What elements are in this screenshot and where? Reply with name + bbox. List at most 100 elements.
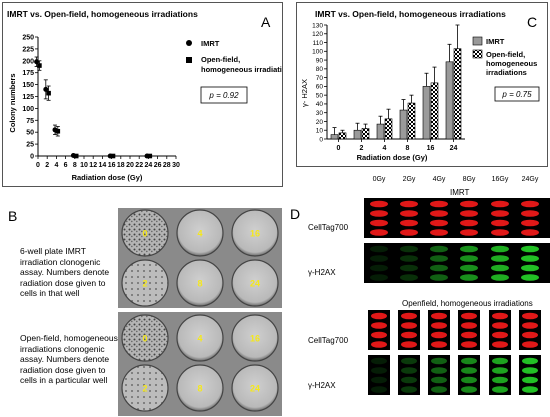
celltag-spot bbox=[371, 312, 387, 320]
celltag-spot bbox=[430, 210, 448, 217]
imrt-h2ax-strip bbox=[364, 243, 550, 283]
open-field-bar bbox=[384, 118, 393, 140]
celltag-spot bbox=[460, 210, 478, 217]
celltag-spot bbox=[522, 331, 538, 339]
dose-header: 16Gy bbox=[491, 176, 509, 183]
h2ax-spot bbox=[522, 367, 538, 374]
h2ax-spot bbox=[371, 357, 387, 365]
x-tick-label: 16 bbox=[427, 145, 435, 152]
row-label-h2ax-imrt: γ-H2AX bbox=[308, 268, 336, 277]
celltag-spot bbox=[400, 210, 418, 217]
h2ax-spot bbox=[461, 376, 477, 384]
well-dose-label: 2 bbox=[142, 279, 147, 289]
h2ax-spot bbox=[370, 255, 388, 262]
h2ax-spot bbox=[431, 376, 447, 384]
h2ax-spot bbox=[431, 357, 447, 365]
h2ax-spot bbox=[430, 255, 448, 262]
y-axis-label: Colony numbers bbox=[8, 73, 17, 132]
legend-imrt-marker bbox=[186, 40, 192, 46]
x-tick-label: 20 bbox=[126, 162, 134, 169]
imrt-bar bbox=[353, 129, 362, 140]
y-tick-label: 10 bbox=[316, 128, 324, 135]
row-label-h2ax-open: γ-H2AX bbox=[308, 381, 336, 390]
y-tick-label: 225 bbox=[22, 46, 34, 53]
celltag-spot bbox=[370, 229, 388, 236]
x-tick-label: 14 bbox=[99, 162, 107, 169]
h2ax-spot bbox=[401, 367, 417, 374]
open-field-bar bbox=[430, 82, 439, 140]
well bbox=[231, 259, 279, 307]
open-celltag-strip bbox=[398, 310, 420, 350]
h2ax-spot bbox=[401, 357, 417, 365]
x-tick-label: 16 bbox=[108, 162, 116, 169]
h2ax-spot bbox=[521, 255, 539, 262]
celltag-spot bbox=[370, 219, 388, 227]
x-tick-label: 24 bbox=[450, 145, 458, 152]
open-title: Openfield, homogeneous irradiations bbox=[402, 299, 533, 308]
y-tick-label: 100 bbox=[22, 106, 34, 113]
celltag-spot bbox=[522, 322, 538, 329]
p-value: p = 0.75 bbox=[501, 90, 532, 99]
h2ax-spot bbox=[492, 367, 508, 374]
y-tick-label: 0 bbox=[319, 136, 323, 143]
celltag-spot bbox=[492, 341, 508, 348]
y-tick-label: 125 bbox=[22, 94, 34, 101]
celltag-spot bbox=[492, 331, 508, 339]
panel-d: D 0Gy 2Gy 4Gy 8Gy 16Gy 24Gy IMRT CellTag700 γ… bbox=[282, 170, 550, 417]
well bbox=[121, 364, 169, 412]
celltag-spot bbox=[521, 200, 539, 208]
y-tick-label: 25 bbox=[26, 142, 34, 149]
legend-open-marker bbox=[186, 57, 192, 63]
celltag-spot bbox=[371, 341, 387, 348]
y-tick-label: 20 bbox=[316, 119, 324, 126]
x-tick-label: 0 bbox=[337, 145, 341, 152]
celltag-spot bbox=[400, 219, 418, 227]
h2ax-spot bbox=[492, 357, 508, 365]
celltag-spot bbox=[430, 219, 448, 227]
h2ax-spot bbox=[371, 386, 387, 393]
x-tick-label: 2 bbox=[45, 162, 49, 169]
dose-header: 24Gy bbox=[521, 176, 539, 183]
x-tick-label: 4 bbox=[383, 145, 387, 152]
h2ax-spot bbox=[521, 264, 539, 272]
h2ax-spot bbox=[521, 245, 539, 253]
celltag-spot bbox=[401, 312, 417, 320]
well bbox=[231, 314, 279, 362]
y-tick-label: 120 bbox=[312, 31, 323, 38]
celltag-spot bbox=[461, 331, 477, 339]
h2ax-spot bbox=[430, 274, 448, 281]
y-tick-label: 175 bbox=[22, 70, 34, 77]
caption-line: radiation dose given to bbox=[20, 364, 106, 375]
y-tick-label: 250 bbox=[22, 35, 34, 42]
open-field-point bbox=[55, 128, 61, 134]
h2ax-spot bbox=[492, 386, 508, 393]
imrt-celltag-strip bbox=[364, 198, 550, 238]
y-tick-label: 100 bbox=[312, 49, 323, 56]
panel-c-chart: IMRT vs. Open-field, homogeneous irradia… bbox=[300, 9, 540, 162]
h2ax-spot bbox=[491, 264, 509, 272]
y-tick-label: 110 bbox=[313, 40, 324, 47]
well-dose-label: 0 bbox=[142, 334, 147, 344]
well-dose-label: 4 bbox=[197, 229, 202, 239]
celltag-spot bbox=[370, 200, 388, 208]
h2ax-spot bbox=[431, 367, 447, 374]
well-dose-label: 16 bbox=[250, 334, 260, 344]
x-tick-label: 6 bbox=[64, 162, 68, 169]
open-celltag-strip bbox=[489, 310, 511, 350]
caption-line: cells in that well bbox=[20, 288, 80, 298]
h2ax-spot bbox=[522, 386, 538, 393]
y-tick-label: 130 bbox=[312, 22, 323, 29]
open-field-bar bbox=[407, 102, 416, 140]
y-tick-label: 50 bbox=[316, 92, 324, 99]
well bbox=[176, 364, 224, 412]
celltag-spot bbox=[431, 312, 447, 320]
caption-line: Open-field, homogeneous bbox=[20, 333, 118, 343]
celltag-spot bbox=[522, 341, 538, 348]
h2ax-spot bbox=[491, 274, 509, 281]
celltag-spot bbox=[400, 200, 418, 208]
caption-line: 6-well plate IMRT bbox=[20, 246, 86, 256]
dose-header: 8Gy bbox=[462, 176, 476, 183]
open-h2ax-strip bbox=[398, 355, 420, 395]
legend-open-label-1: Open-field, bbox=[486, 50, 525, 59]
dose-header: 4Gy bbox=[432, 176, 446, 183]
